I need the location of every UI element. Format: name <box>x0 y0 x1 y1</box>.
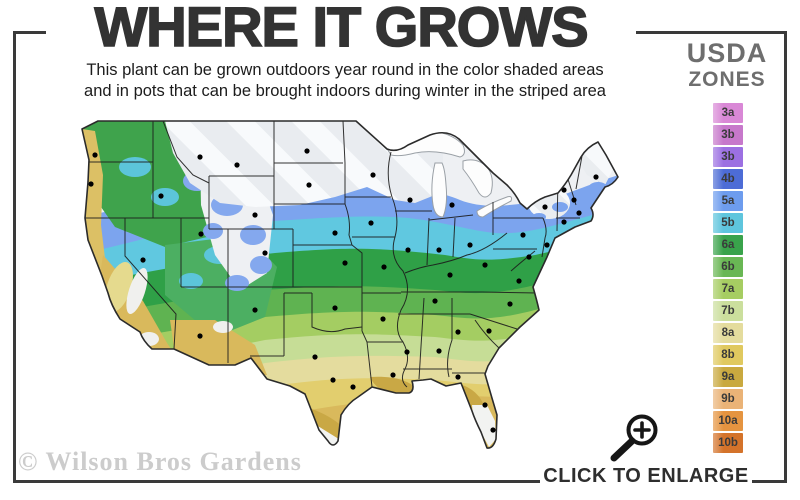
usda-zones-legend-heading: USDA ZONES <box>667 38 787 92</box>
zone-chip-9b-13: 9b <box>713 389 743 409</box>
legend-title-zones: ZONES <box>688 68 766 91</box>
watermark: © Wilson Bros Gardens <box>18 447 302 476</box>
zone-chip-list: 3a 3b 3b 4b 5a 5b 6a 6b 7a 7b 8a 8b 9a 9b 10a 10b <box>713 103 743 455</box>
zone-chip-5a-4: 5a <box>713 191 743 211</box>
zone-chip-5b-5: 5b <box>713 213 743 233</box>
south-texas-white <box>313 423 342 447</box>
us-map-outline <box>81 120 619 449</box>
zone-chip-6a-6: 6a <box>713 235 743 255</box>
zone-chip-6b-7: 6b <box>713 257 743 277</box>
zone-chip-10a-14: 10a <box>713 411 743 431</box>
zoom-in-icon[interactable] <box>602 408 666 466</box>
zone-chip-7a-8: 7a <box>713 279 743 299</box>
zone-chip-7b-9: 7b <box>713 301 743 321</box>
coastal-gold-strip <box>82 129 155 353</box>
zone-chip-8a-10: 8a <box>713 323 743 343</box>
zone-chip-9a-12: 9a <box>713 367 743 387</box>
zone-chip-10b-15: 10b <box>713 433 743 453</box>
legend-title-usda: USDA <box>686 38 768 68</box>
south-florida-white <box>472 405 496 447</box>
zone-chip-3b-2: 3b <box>713 147 743 167</box>
zone-chip-3a-0: 3a <box>713 103 743 123</box>
subtitle-line-2: and in pots that can be brought indoors … <box>84 82 606 100</box>
zone-chip-4b-3: 4b <box>713 169 743 189</box>
subtitle-line-1: This plant can be grown outdoors year ro… <box>86 61 604 79</box>
page-title: WHERE IT GROWS <box>46 0 636 58</box>
usda-zone-map <box>81 120 619 449</box>
striped-area <box>165 121 443 207</box>
subtitle: This plant can be grown outdoors year ro… <box>35 60 655 102</box>
city-dots <box>88 148 599 433</box>
zone-chip-3b-1: 3b <box>713 125 743 145</box>
state-borders <box>85 121 585 388</box>
click-to-enlarge-label[interactable]: CLICK TO ENLARGE <box>540 463 752 489</box>
zone-chip-8b-11: 8b <box>713 345 743 365</box>
